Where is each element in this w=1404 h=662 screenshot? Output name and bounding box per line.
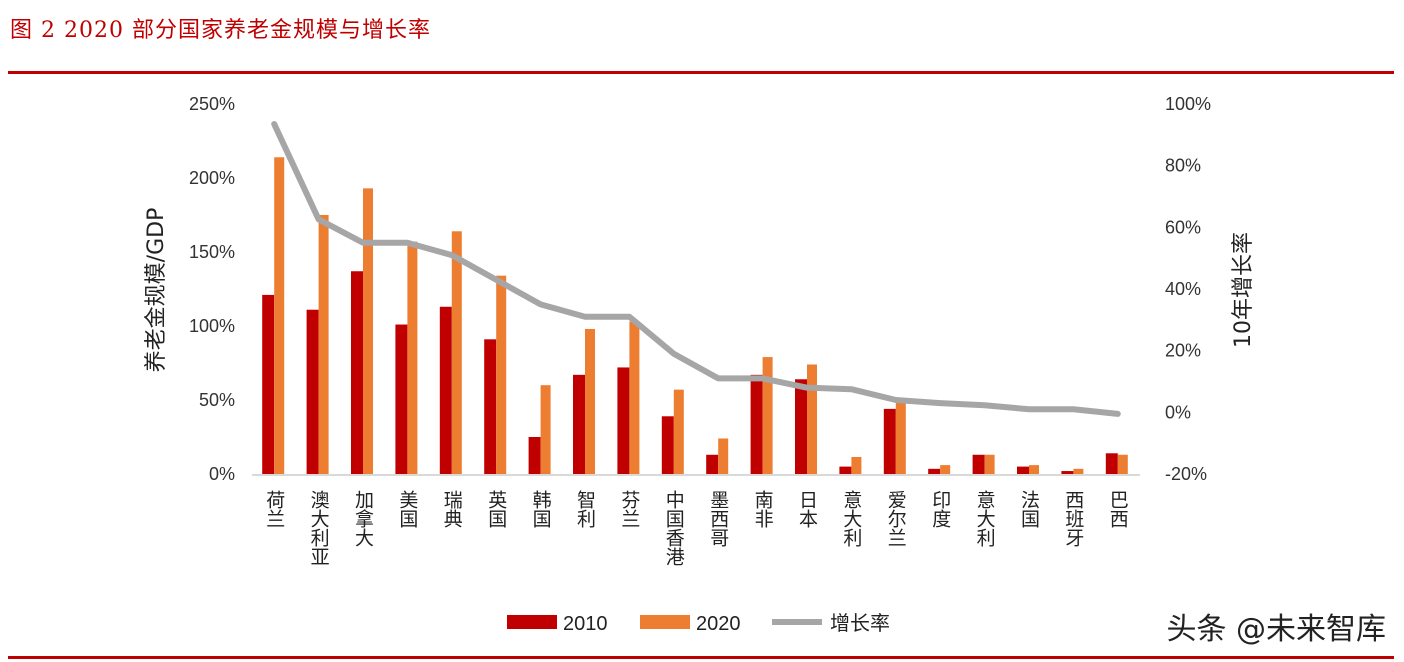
bar-2010 [617,367,630,474]
legend-swatch-2010 [507,615,557,629]
category-label: 韩国 [530,490,552,528]
top-rule [8,71,1394,74]
bar-2020 [585,328,595,474]
right-tick-label: 60% [1165,217,1201,237]
bar-2010 [839,466,852,474]
right-tick-label: 80% [1165,156,1201,176]
category-label: 瑞典 [441,490,463,528]
left-tick-label: 200% [189,168,235,188]
bottom-rule [8,656,1394,659]
category-label: 印度 [929,490,951,528]
bar-2020 [807,364,817,474]
right-tick-label: 100% [1165,94,1211,114]
category-label: 西班牙 [1062,490,1084,547]
bar-2020 [540,385,551,474]
left-tick-label: 50% [199,390,235,410]
bar-2010 [395,324,408,474]
right-axis-title: 10年增长率 [1231,232,1256,348]
left-axis-title: 养老金规模/GDP [144,208,169,373]
category-label: 美国 [396,490,418,528]
category-label: 法国 [1018,490,1040,528]
bar-2010 [972,454,985,474]
watermark: 头条 @未来智库 [1166,612,1386,647]
figure-title: 图 2 2020 部分国家养老金规模与增长率 [10,18,431,43]
right-tick-label: 20% [1165,341,1201,361]
legend-label-2020: 2020 [696,613,741,635]
bar-2010 [1017,466,1029,474]
category-label: 巴西 [1107,490,1129,528]
category-label: 智利 [574,490,596,528]
category-label: 中国香港 [663,490,685,566]
bar-2010 [439,306,452,474]
bar-2020 [274,157,285,474]
growth-rate-line [271,121,1121,417]
bar-2020 [762,357,773,474]
bar-2020 [1073,468,1084,474]
bar-2020 [363,188,373,475]
bar-2010 [484,339,497,474]
category-label: 意大利 [840,490,862,547]
category-label: 墨西哥 [707,490,729,547]
bar-2020 [673,389,684,474]
bar-2020 [940,465,951,474]
category-label: 意大利 [974,490,996,547]
right-tick-label: 0% [1165,402,1191,422]
bar-2010 [750,374,763,474]
category-label: 南非 [752,490,774,528]
bar-2020 [851,456,862,474]
bar-2010 [928,468,941,474]
category-label: 爱尔兰 [885,490,907,547]
bar-2020 [1029,465,1039,474]
category-label: 日本 [796,490,818,528]
category-label: 荷兰 [263,490,285,528]
left-tick-label: 150% [189,242,235,262]
legend-label-2010: 2010 [563,613,608,635]
bar-2020 [407,241,418,474]
category-label: 加拿大 [352,490,374,547]
bar-2020 [318,215,329,474]
bar-2010 [795,379,807,474]
category-label: 芬兰 [618,490,640,528]
bar-2020 [1117,454,1128,474]
bar-2010 [706,454,719,474]
bar-2010 [528,437,541,474]
bar-2010 [262,294,275,474]
bar-2020 [895,401,906,474]
bar-2010 [1061,471,1074,474]
bar-2010 [661,416,674,474]
left-tick-label: 100% [189,316,235,336]
bar-2010 [306,309,319,474]
bar-2010 [1105,453,1118,474]
bar-2010 [883,408,896,474]
bar-2010 [351,271,363,474]
left-tick-label: 250% [189,94,235,114]
bar-2020 [496,275,507,474]
left-tick-label: 0% [209,464,235,484]
right-tick-label: -20% [1165,464,1207,484]
right-tick-label: 40% [1165,279,1201,299]
bar-2010 [573,374,585,474]
legend-swatch-2020 [640,615,690,629]
category-label: 英国 [485,490,507,528]
legend-label-growth: 增长率 [830,612,890,635]
bar-2020 [629,321,640,474]
bar-2020 [451,231,462,474]
bar-2020 [984,454,995,474]
bar-2020 [718,438,729,474]
category-label: 澳大利亚 [308,490,330,566]
